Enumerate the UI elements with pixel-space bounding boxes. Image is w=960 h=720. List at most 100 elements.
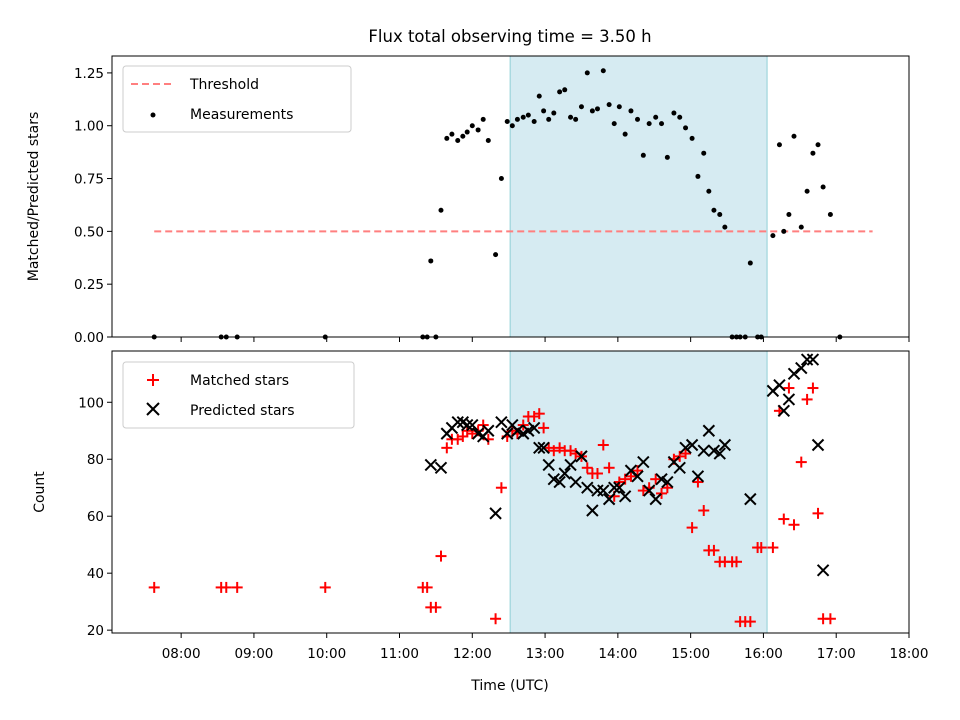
x-tick-label: 09:00 xyxy=(234,646,273,662)
predicted-star-point xyxy=(702,424,716,437)
matched-star-point xyxy=(430,601,442,613)
predicted-star-point xyxy=(608,481,621,494)
matched-star-point xyxy=(824,613,836,625)
predicted-star-point xyxy=(434,461,448,474)
y-tick-label: 0.00 xyxy=(74,330,104,346)
predicted-star-point xyxy=(661,475,674,489)
y-tick-label: 0.25 xyxy=(74,277,104,293)
x-tick-label: 18:00 xyxy=(890,646,929,662)
measurement-point xyxy=(776,142,782,148)
counts-panel: 20 40 60 80 100 08:00 09:00 10:00 11:00 12:00 13:… xyxy=(32,350,929,694)
predicted-star-point xyxy=(773,378,786,392)
predicted-star-point xyxy=(482,424,495,437)
measurement-point xyxy=(815,142,821,148)
measurement-point xyxy=(804,188,810,194)
predicted-star-point xyxy=(613,481,626,494)
matched-star-point xyxy=(744,616,756,628)
predicted-star-point xyxy=(787,367,801,380)
measurement-point xyxy=(464,129,470,135)
matched-star-point xyxy=(597,439,609,451)
measurement-point xyxy=(770,233,776,239)
measurement-point xyxy=(514,116,520,122)
measurement-point xyxy=(589,108,595,114)
measurement-point xyxy=(546,116,552,122)
predicted-star-point xyxy=(597,484,610,497)
measurement-point xyxy=(594,106,600,112)
measurement-point xyxy=(677,114,683,120)
measurement-point xyxy=(600,68,606,74)
measurement-point xyxy=(493,252,499,258)
x-tick-label: 11:00 xyxy=(380,646,419,662)
measurement-point xyxy=(646,121,652,127)
measurement-point xyxy=(562,87,568,93)
matched-star-point xyxy=(591,467,603,479)
matched-star-point xyxy=(801,393,813,405)
measurement-point xyxy=(622,131,628,137)
predicted-star-point xyxy=(451,416,464,429)
predicted-star-point xyxy=(466,418,479,432)
predicted-star-point xyxy=(591,484,604,497)
matched-star-point xyxy=(807,382,819,394)
counts-x-axis: 08:00 09:00 10:00 11:00 12:00 13:00 14:00 15:00… xyxy=(162,633,929,662)
predicted-star-point xyxy=(586,504,599,517)
measurement-point xyxy=(628,108,634,114)
measurement-point xyxy=(798,224,804,230)
measurement-point xyxy=(747,260,753,266)
matched-star-point xyxy=(603,462,615,474)
measurement-point xyxy=(449,131,455,137)
measurement-point xyxy=(664,154,670,160)
ratio-panel: 0.00 0.25 0.50 0.75 1.00 1.25 Matched/Predict… xyxy=(26,55,910,346)
predicted-star-point xyxy=(642,484,656,497)
measurement-point xyxy=(717,211,723,217)
predicted-stars-legend-swatch xyxy=(146,402,160,416)
measurement-point xyxy=(531,118,537,124)
predicted-star-point xyxy=(424,458,438,472)
matched-star-point xyxy=(148,581,160,593)
matched-star-point xyxy=(435,550,447,562)
matched-star-point xyxy=(656,487,668,499)
counts-plot-frame xyxy=(111,350,910,634)
matched-star-point xyxy=(220,581,232,593)
measurement-point xyxy=(810,150,816,156)
measurement-point xyxy=(701,150,707,156)
predicted-star-point xyxy=(537,441,550,455)
predicted-star-point xyxy=(744,492,757,506)
matched-star-point xyxy=(788,519,800,531)
y-tick-label: 20 xyxy=(87,623,104,639)
predicted-star-point xyxy=(718,438,732,452)
y-tick-label: 0.50 xyxy=(74,224,104,240)
y-tick-label: 80 xyxy=(87,452,104,468)
ratio-shaded-interval xyxy=(509,55,768,338)
measurement-point xyxy=(711,207,717,213)
measurement-point xyxy=(827,211,833,217)
predicted-star-point xyxy=(558,467,571,480)
y-tick-label: 40 xyxy=(87,566,104,582)
measurement-point xyxy=(498,176,504,182)
predicted-star-point xyxy=(685,438,699,452)
measurement-point xyxy=(469,123,475,129)
ratio-legend-box xyxy=(122,65,352,133)
measurement-point xyxy=(509,123,515,129)
predicted-star-point xyxy=(564,458,577,472)
matched-star-point xyxy=(778,513,790,525)
y-tick-label: 1.25 xyxy=(74,66,104,82)
predicted-star-point xyxy=(691,470,705,483)
matched-stars-legend-label: Matched stars xyxy=(190,373,289,389)
predicted-star-point xyxy=(679,441,692,455)
ratio-plot-frame xyxy=(111,55,910,338)
matched-star-point xyxy=(795,456,807,468)
predicted-star-point xyxy=(542,458,555,472)
predicted-star-point xyxy=(553,475,566,489)
predicted-star-point xyxy=(602,492,616,506)
predicted-star-point xyxy=(649,492,662,506)
counts-legend: Matched stars Predicted stars xyxy=(122,361,355,429)
measurements-series xyxy=(151,68,843,340)
measurement-point xyxy=(455,138,461,144)
predicted-star-point xyxy=(713,447,726,460)
x-tick-label: 14:00 xyxy=(598,646,637,662)
y-tick-label: 0.75 xyxy=(74,172,104,188)
counts-legend-box xyxy=(122,361,355,429)
measurement-point xyxy=(820,184,826,190)
counts-shaded-interval xyxy=(509,350,768,634)
